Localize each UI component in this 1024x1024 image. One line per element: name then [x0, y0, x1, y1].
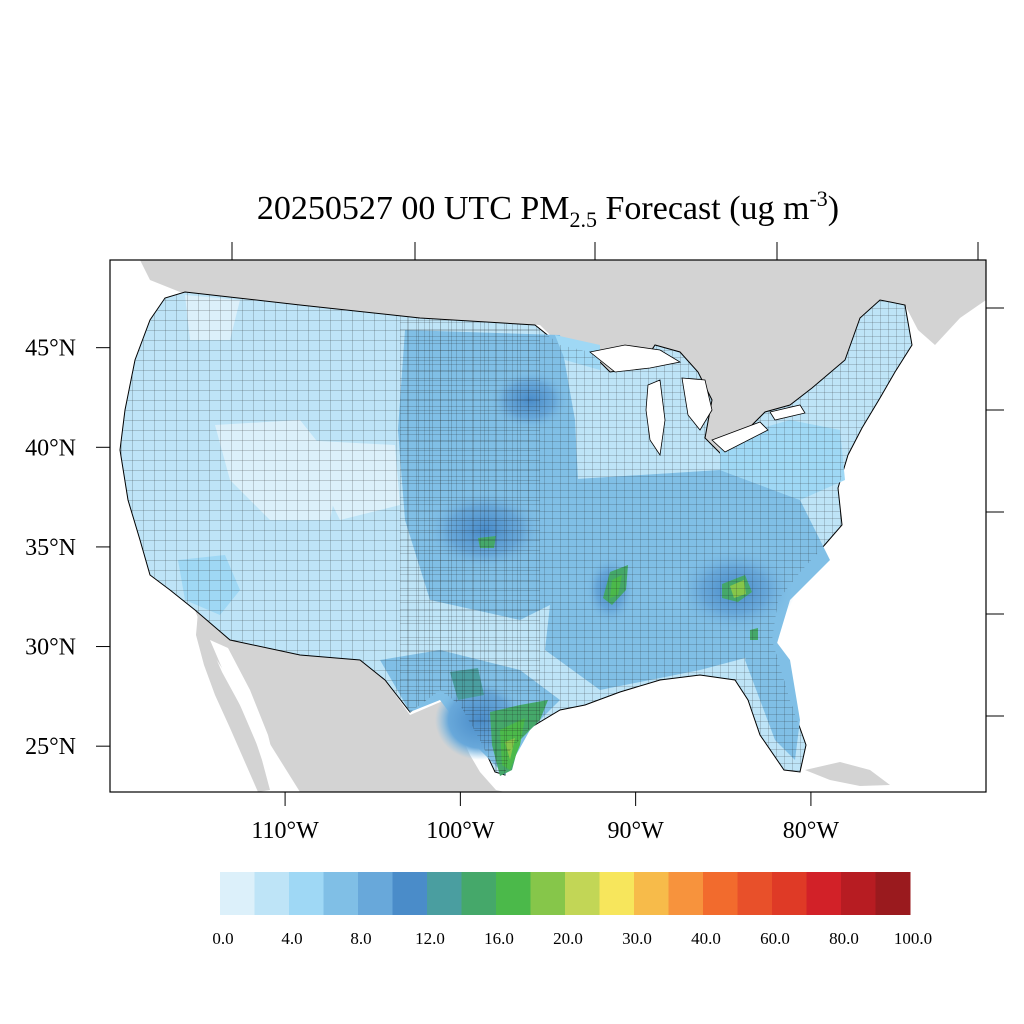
colorbar-swatch — [323, 872, 359, 915]
colorbar-label: 20.0 — [553, 929, 583, 948]
lake-erie — [711, 421, 769, 453]
colorbar-label: 80.0 — [829, 929, 859, 948]
colorbar-swatch — [634, 872, 669, 915]
lon-tick-label: 80°W — [783, 818, 840, 844]
lon-tick-label: 110°W — [251, 818, 319, 844]
colorbar-swatch — [254, 872, 290, 915]
latitude-axis: 45°N 40°N 35°N 30°N 25°N — [25, 336, 110, 760]
lat-tick-label: 30°N — [25, 635, 76, 661]
lon-tick-label: 100°W — [426, 818, 495, 844]
lon-tick-label: 90°W — [608, 818, 665, 844]
colorbar-swatch — [772, 872, 807, 915]
map-title: 20250527 00 UTC PM2.5 Forecast (ug m-3) — [257, 186, 839, 232]
colorbar-swatch — [703, 872, 738, 915]
colorbar-label: 100.0 — [894, 929, 932, 948]
longitude-axis: 110°W 100°W 90°W 80°W — [251, 792, 839, 844]
colorbar-swatch — [530, 872, 566, 915]
colorbar-swatch — [461, 872, 497, 915]
lat-tick-label: 25°N — [25, 734, 76, 760]
colorbar-swatch — [220, 872, 255, 915]
lat-tick-label: 35°N — [25, 535, 76, 561]
colorbar-swatch — [737, 872, 773, 915]
top-tick-marks — [231, 242, 979, 260]
map-frame — [109, 259, 987, 793]
lat-tick-label: 40°N — [25, 435, 76, 461]
colorbar-swatch — [668, 872, 704, 915]
colorbar-swatch — [289, 872, 324, 915]
baja-peninsula — [196, 612, 270, 792]
colorbar-label: 8.0 — [350, 929, 371, 948]
lat-tick-label: 45°N — [25, 336, 76, 362]
colorbar-swatch — [875, 872, 911, 915]
colorbar-label: 12.0 — [415, 929, 445, 948]
colorbar-swatch — [841, 872, 876, 915]
colorbar-swatch — [599, 872, 635, 915]
colorbar-swatch — [427, 872, 462, 915]
map-area — [110, 260, 986, 792]
colorbar — [220, 872, 911, 915]
canada-land — [140, 260, 986, 455]
colorbar-label: 30.0 — [622, 929, 652, 948]
colorbar-label: 40.0 — [691, 929, 721, 948]
lake-huron — [681, 377, 713, 431]
lake-ontario — [769, 404, 806, 421]
colorbar-swatch — [496, 872, 531, 915]
colorbar-label: 4.0 — [281, 929, 302, 948]
colorbar-labels: 0.0 4.0 8.0 12.0 16.0 20.0 30.0 40.0 60.0 80.0 100… — [212, 929, 932, 948]
colorbar-swatch — [358, 872, 393, 915]
colorbar-label: 60.0 — [760, 929, 790, 948]
right-tick-marks — [986, 307, 1004, 717]
lake-superior — [589, 344, 682, 373]
canada-islands — [900, 262, 986, 296]
cuba-land — [805, 762, 890, 786]
colorbar-label: 0.0 — [212, 929, 233, 948]
colorbar-swatch — [806, 872, 842, 915]
colorbar-swatch — [392, 872, 428, 915]
great-lakes — [589, 344, 806, 457]
lake-michigan — [645, 379, 666, 457]
colorbar-label: 16.0 — [484, 929, 514, 948]
mexico-land — [195, 610, 505, 792]
colorbar-swatch — [565, 872, 600, 915]
